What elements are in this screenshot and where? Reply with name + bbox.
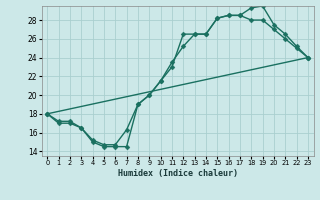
X-axis label: Humidex (Indice chaleur): Humidex (Indice chaleur) [118,169,237,178]
